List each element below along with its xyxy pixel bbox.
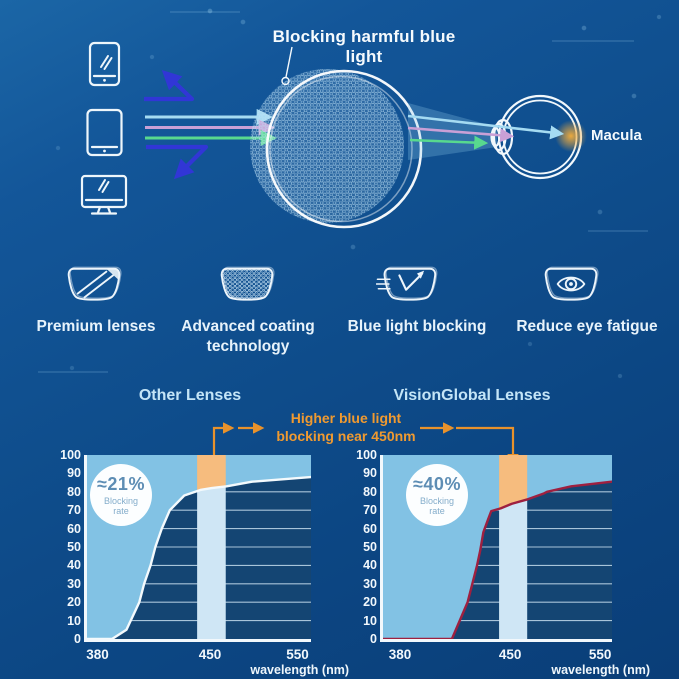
y-tick-label: 30 xyxy=(67,576,81,591)
y-tick-label: 10 xyxy=(363,613,377,628)
circuit-line-decoration xyxy=(38,371,108,373)
band-450nm-above-curve xyxy=(197,455,226,492)
hero-graphic xyxy=(80,41,587,229)
y-tick-label: 20 xyxy=(363,595,377,610)
x-tick-label: 380 xyxy=(388,647,412,662)
x-axis-title: wavelength (nm) xyxy=(250,663,349,677)
x-tick-label: 380 xyxy=(86,647,109,662)
band-450nm-below-curve xyxy=(197,486,226,639)
band-450nm-above-curve xyxy=(499,455,528,509)
y-tick-label: 80 xyxy=(67,484,81,499)
blocking-rate-value: ≈21% xyxy=(97,473,145,494)
x-tick-label: 550 xyxy=(588,647,612,662)
lens-stripes-icon xyxy=(67,266,122,301)
reflected-blue-light-arrow-top xyxy=(144,69,195,102)
y-tick-label: 50 xyxy=(363,540,377,554)
y-tick-label: 100 xyxy=(356,448,377,462)
macula-glow xyxy=(555,120,587,152)
y-tick-label: 100 xyxy=(60,448,81,462)
x-tick-label: 450 xyxy=(198,647,222,662)
tablet-icon xyxy=(86,108,123,157)
lens-ring xyxy=(265,69,423,229)
x-tick-label: 550 xyxy=(286,647,309,662)
chart-other-lenses: ≈21% Blocking rate wavelength (nm) 0 10 20… xyxy=(60,448,349,677)
chart-title-visionglobal-lenses: VisionGlobal Lenses xyxy=(393,387,551,404)
blocking-rate-badge: ≈40% Blocking rate xyxy=(406,464,468,526)
reflected-blue-light-arrow-bottom xyxy=(146,144,209,180)
chart-visionglobal-lenses: ≈40% Blocking rate wavelength (nm) 0 10 20… xyxy=(356,448,650,677)
y-tick-label: 40 xyxy=(363,558,377,573)
transmission-curve xyxy=(383,480,612,639)
lens-eye-icon xyxy=(544,266,599,301)
y-tick-label: 10 xyxy=(67,613,81,628)
y-tick-label: 70 xyxy=(363,503,377,518)
y-tick-label: 0 xyxy=(74,632,81,646)
y-tick-label: 80 xyxy=(363,484,377,499)
y-tick-label: 90 xyxy=(363,466,377,481)
y-tick-label: 70 xyxy=(67,503,81,518)
feature-label-advanced-coating: Advanced coating technology xyxy=(181,318,315,356)
lens-deflect-arrow-icon xyxy=(376,266,438,301)
smartphone-icon xyxy=(88,41,121,87)
y-tick-label: 50 xyxy=(67,540,81,554)
y-tick-label: 30 xyxy=(363,576,377,591)
blocking-rate-value: ≈40% xyxy=(413,473,461,494)
blocking-rate-label: Blocking rate xyxy=(103,495,139,516)
violet-ray-blocked xyxy=(407,126,515,143)
y-tick-label: 60 xyxy=(363,521,377,536)
hero-title: Blocking harmful blue light xyxy=(272,27,456,66)
chart-title-other-lenses: Other Lenses xyxy=(138,387,242,404)
feature-label-blue-light-blocking: Blue light blocking xyxy=(347,318,487,335)
y-tick-label: 20 xyxy=(67,595,81,610)
annotation-line2: blocking near 450nm xyxy=(276,428,416,445)
y-tick-label: 90 xyxy=(67,466,81,481)
x-tick-label: 450 xyxy=(498,647,522,662)
y-tick-label: 40 xyxy=(67,558,81,573)
x-axis-title: wavelength (nm) xyxy=(551,663,650,677)
feature-label-reduce-eye-fatigue: Reduce eye fatigue xyxy=(516,318,658,335)
feature-label-premium-lenses: Premium lenses xyxy=(36,318,156,335)
lens-coating-dots-icon xyxy=(220,266,275,301)
y-tick-label: 0 xyxy=(370,632,377,646)
transmission-curve xyxy=(87,475,311,639)
monitor-icon xyxy=(80,174,128,215)
band-450nm-below-curve xyxy=(499,499,528,639)
macula-label: Macula xyxy=(591,127,642,144)
coated-lens xyxy=(250,69,423,229)
annotation-higher-blocking: Higher blue light blocking near 450nm xyxy=(246,409,446,446)
y-tick-label: 60 xyxy=(67,521,81,536)
annotation-line1: Higher blue light xyxy=(290,410,402,426)
blocking-rate-badge: ≈21% Blocking rate xyxy=(90,464,152,526)
blocking-rate-label: Blocking rate xyxy=(419,495,455,516)
green-ray-blocked xyxy=(409,135,489,150)
title-pointer-line xyxy=(281,46,293,86)
cyan-ray-to-macula xyxy=(407,114,565,140)
